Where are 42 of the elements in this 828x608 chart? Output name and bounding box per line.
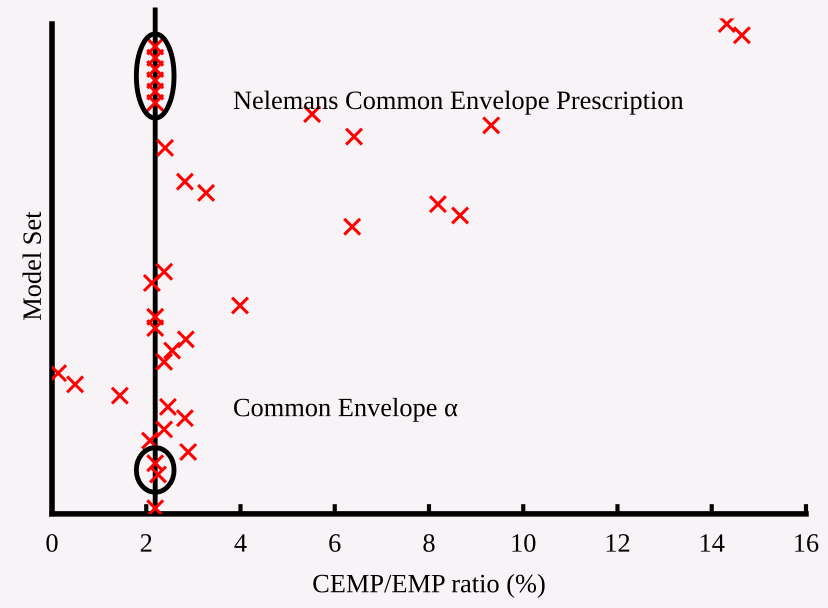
point [146,60,165,78]
point [176,330,196,349]
point [196,183,216,202]
x-tick-label: 4 [234,534,247,552]
x-tick-label: 12 [606,534,630,552]
point [450,206,470,225]
x-tick-label: 2 [140,534,152,552]
point [154,352,174,372]
point [146,307,165,326]
point [156,138,175,158]
point [146,48,165,68]
x-tick-label: 10 [512,534,536,552]
point [110,386,130,406]
x-tick-label: 6 [329,534,341,552]
point [146,82,165,102]
point [175,172,194,192]
point [230,296,250,315]
x-tick-label: 8 [423,534,435,552]
point [428,194,448,214]
point [66,374,85,394]
point [146,70,165,90]
point [154,262,174,282]
x-tick-label: 0 [46,534,58,552]
point [146,318,165,338]
x-axis-title: CEMP/EMP ratio (%) [313,574,545,598]
point [732,26,752,45]
y-axis-title: Model Set [22,212,42,320]
point [342,217,362,236]
annotation: Nelemans Common Envelope Prescription [234,90,684,115]
point [158,397,178,416]
point [482,116,501,135]
point [142,274,162,292]
point [178,442,198,462]
point [146,93,165,112]
point [154,420,174,439]
point [175,408,194,428]
point [162,341,182,360]
x-tick-label: 14 [700,534,725,552]
annotation: Common Envelope α [234,398,458,422]
x-tick-label: 16 [795,534,818,552]
point [140,431,160,450]
point [344,127,364,146]
